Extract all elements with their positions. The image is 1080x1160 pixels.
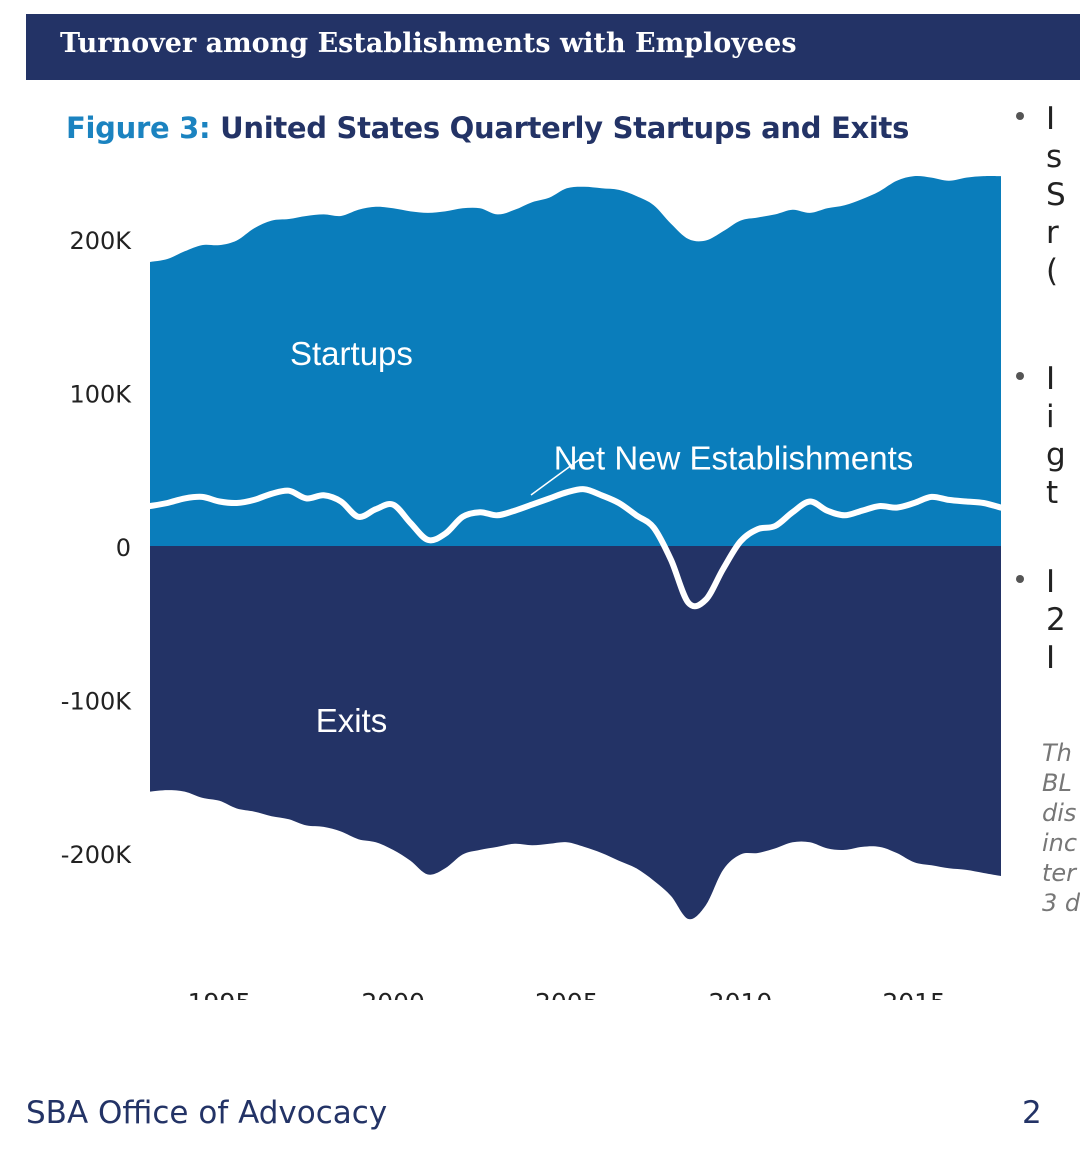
y-tick-label: 100K [69,381,132,409]
net-new-establishments-line [147,486,1004,610]
startups-exits-chart: 200K 100K 0 -100K -200K 1995 2000 2005 2010 2015 S… [61,175,1004,1000]
header-title: Turnover among Establishments with Emplo… [60,28,797,59]
bullet-dot-icon [1016,112,1024,120]
series-annotation: Net New Establishments [554,440,913,477]
bullet-dot-icon [1016,575,1024,583]
area-series-startups [150,175,1001,546]
series-annotation: Exits [316,702,388,739]
x-tick-label: 2015 [882,988,946,1000]
series-annotation: Startups [290,335,413,372]
footer-org: SBA Office of Advocacy [26,1095,388,1131]
source-note: Th BL dis inc ter 3 d [1042,739,1080,917]
area-series-exits [150,546,1001,920]
bullet-text: I i g t [1046,361,1066,511]
x-tick-label: 2010 [709,988,773,1000]
figure-title-text: United States Quarterly Startups and Exi… [220,111,910,145]
bullet-text: I s S r ( [1046,101,1066,289]
y-tick-label: 0 [116,534,131,562]
annotation-leader-line [530,458,581,496]
y-tick-label: -100K [61,688,132,716]
page-number: 2 [1022,1095,1042,1131]
x-tick-label: 1995 [188,988,252,1000]
figure-title: Figure 3: United States Quarterly Startu… [66,111,909,145]
header-bar: Turnover among Establishments with Emplo… [26,14,1080,80]
y-tick-label: -200K [61,841,132,869]
x-tick-label: 2000 [361,988,425,1000]
x-tick-label: 2005 [535,988,599,1000]
y-tick-label: 200K [69,227,132,255]
right-column-text: I s S r ( I i g t I 2 I Th BL dis inc te… [1010,100,1080,1000]
bullet-text: I 2 I [1046,564,1066,676]
bullet-dot-icon [1016,372,1024,380]
figure-label: Figure 3: [66,111,211,145]
